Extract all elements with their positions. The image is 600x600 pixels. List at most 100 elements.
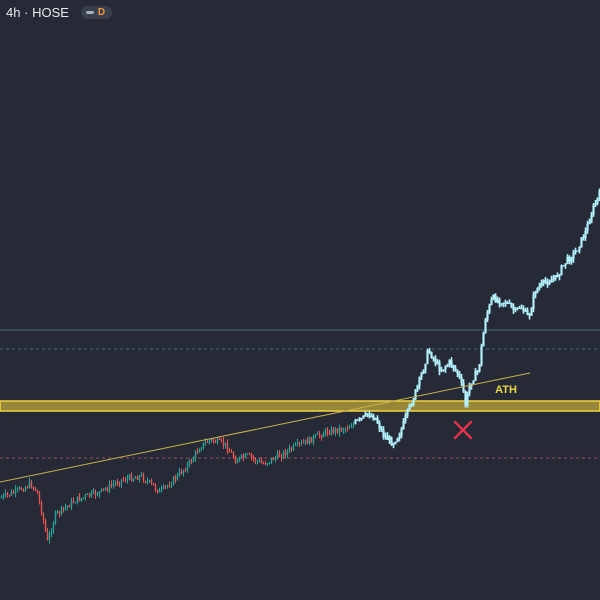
candle xyxy=(174,474,177,484)
candle xyxy=(122,476,125,482)
candle xyxy=(436,359,439,365)
candle xyxy=(590,211,593,224)
candle xyxy=(126,474,129,484)
candle xyxy=(380,425,383,433)
candle xyxy=(98,491,101,499)
candle xyxy=(268,462,271,465)
candle xyxy=(356,419,359,421)
candle xyxy=(574,247,577,255)
candle xyxy=(546,278,549,288)
candle xyxy=(522,305,525,314)
candle xyxy=(134,475,137,479)
candle xyxy=(172,476,175,486)
candle xyxy=(114,480,117,487)
candle xyxy=(348,424,351,429)
candle xyxy=(494,293,497,303)
candle xyxy=(482,331,485,347)
candle xyxy=(542,279,545,287)
candle xyxy=(470,383,473,390)
candle xyxy=(66,505,69,511)
status-badge[interactable]: D xyxy=(80,6,113,19)
candle xyxy=(244,452,247,459)
candle xyxy=(190,458,193,465)
candle xyxy=(476,369,479,376)
candle xyxy=(318,430,321,439)
candle xyxy=(596,197,599,206)
candle xyxy=(132,477,135,483)
candle xyxy=(534,290,537,299)
candle xyxy=(12,489,15,494)
candle xyxy=(192,456,195,463)
candle xyxy=(142,472,145,483)
candle xyxy=(446,363,449,368)
candle xyxy=(102,488,105,492)
candle xyxy=(420,371,423,380)
candle xyxy=(152,482,155,486)
symbol-title[interactable]: 4h · HOSE xyxy=(6,5,69,20)
candle xyxy=(90,490,93,499)
candle xyxy=(108,480,111,494)
cross-marker xyxy=(453,420,473,440)
trendline[interactable] xyxy=(0,372,531,483)
candle xyxy=(14,485,17,498)
candle xyxy=(94,489,97,499)
candle xyxy=(556,272,559,278)
candle xyxy=(146,477,149,485)
candle xyxy=(368,411,371,419)
candle xyxy=(214,439,217,444)
candle xyxy=(86,492,89,495)
candle xyxy=(24,485,27,492)
candle xyxy=(450,357,453,369)
candle xyxy=(514,306,517,313)
candle xyxy=(404,412,407,424)
candle xyxy=(322,431,325,438)
candle xyxy=(412,397,415,407)
candle xyxy=(310,437,313,444)
candle xyxy=(472,380,475,385)
candle xyxy=(400,426,403,439)
candle xyxy=(426,348,429,365)
candle xyxy=(286,449,289,459)
candle xyxy=(228,447,231,453)
candle xyxy=(288,444,291,453)
candle xyxy=(572,249,575,263)
candle xyxy=(92,487,95,494)
candle xyxy=(28,477,31,489)
candle xyxy=(576,250,579,252)
candle xyxy=(84,493,87,501)
candle xyxy=(350,422,353,428)
candle xyxy=(358,417,361,422)
candle xyxy=(274,455,277,463)
candle xyxy=(342,427,345,434)
candle xyxy=(344,427,347,434)
candle xyxy=(332,427,335,435)
ath-zone[interactable] xyxy=(0,400,600,412)
candle xyxy=(374,417,377,421)
candle xyxy=(266,462,269,467)
candle xyxy=(410,402,413,408)
candle xyxy=(468,382,471,397)
candle xyxy=(52,520,55,534)
candle xyxy=(80,497,83,503)
candle xyxy=(378,420,381,433)
candle xyxy=(284,448,287,459)
candle xyxy=(222,436,225,450)
candle xyxy=(220,438,223,443)
candle xyxy=(264,460,267,466)
candle xyxy=(224,442,227,449)
candle xyxy=(256,459,259,465)
candle xyxy=(128,473,131,481)
candle xyxy=(388,434,391,444)
candle xyxy=(40,500,43,516)
candle xyxy=(100,488,103,493)
candle xyxy=(372,413,375,421)
candle xyxy=(434,355,437,367)
candle xyxy=(490,296,493,306)
candle xyxy=(558,273,561,281)
candle xyxy=(474,367,477,381)
candle xyxy=(304,439,307,446)
candle xyxy=(140,471,143,477)
candle xyxy=(234,455,237,464)
